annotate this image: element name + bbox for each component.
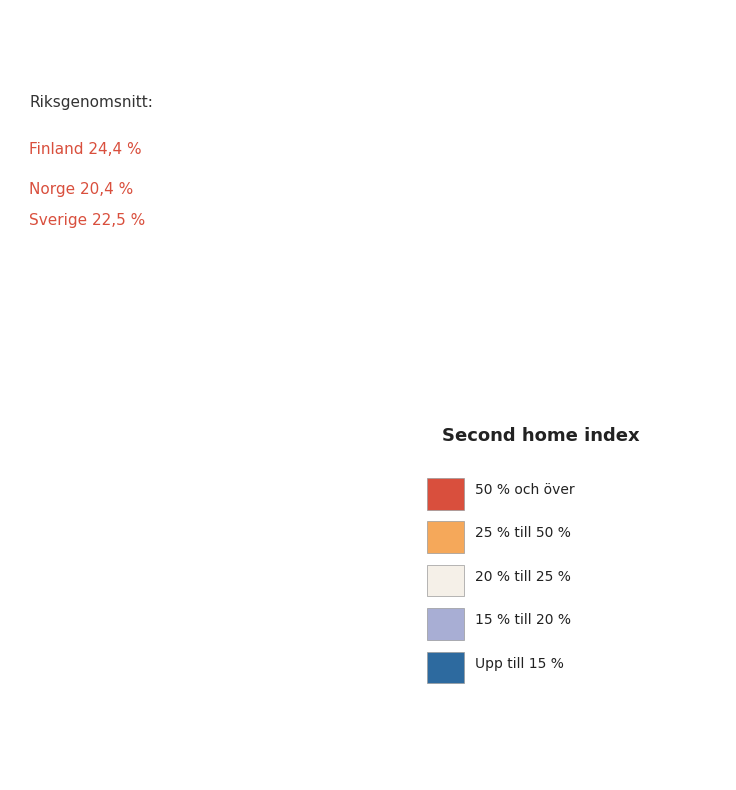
- FancyBboxPatch shape: [427, 521, 464, 553]
- FancyBboxPatch shape: [427, 478, 464, 510]
- Text: Finland 24,4 %: Finland 24,4 %: [29, 142, 142, 157]
- Text: Riksgenomsnitt:: Riksgenomsnitt:: [29, 95, 153, 110]
- FancyBboxPatch shape: [427, 652, 464, 683]
- Text: 20 % till 25 %: 20 % till 25 %: [475, 570, 570, 584]
- Text: 25 % till 50 %: 25 % till 50 %: [475, 526, 570, 540]
- Text: Upp till 15 %: Upp till 15 %: [475, 656, 564, 671]
- FancyBboxPatch shape: [427, 608, 464, 640]
- Text: Norge 20,4 %: Norge 20,4 %: [29, 182, 134, 197]
- Text: Sverige 22,5 %: Sverige 22,5 %: [29, 213, 146, 228]
- Text: Second home index: Second home index: [442, 427, 640, 445]
- FancyBboxPatch shape: [427, 565, 464, 596]
- Text: 50 % och över: 50 % och över: [475, 483, 574, 497]
- Text: 15 % till 20 %: 15 % till 20 %: [475, 613, 570, 627]
